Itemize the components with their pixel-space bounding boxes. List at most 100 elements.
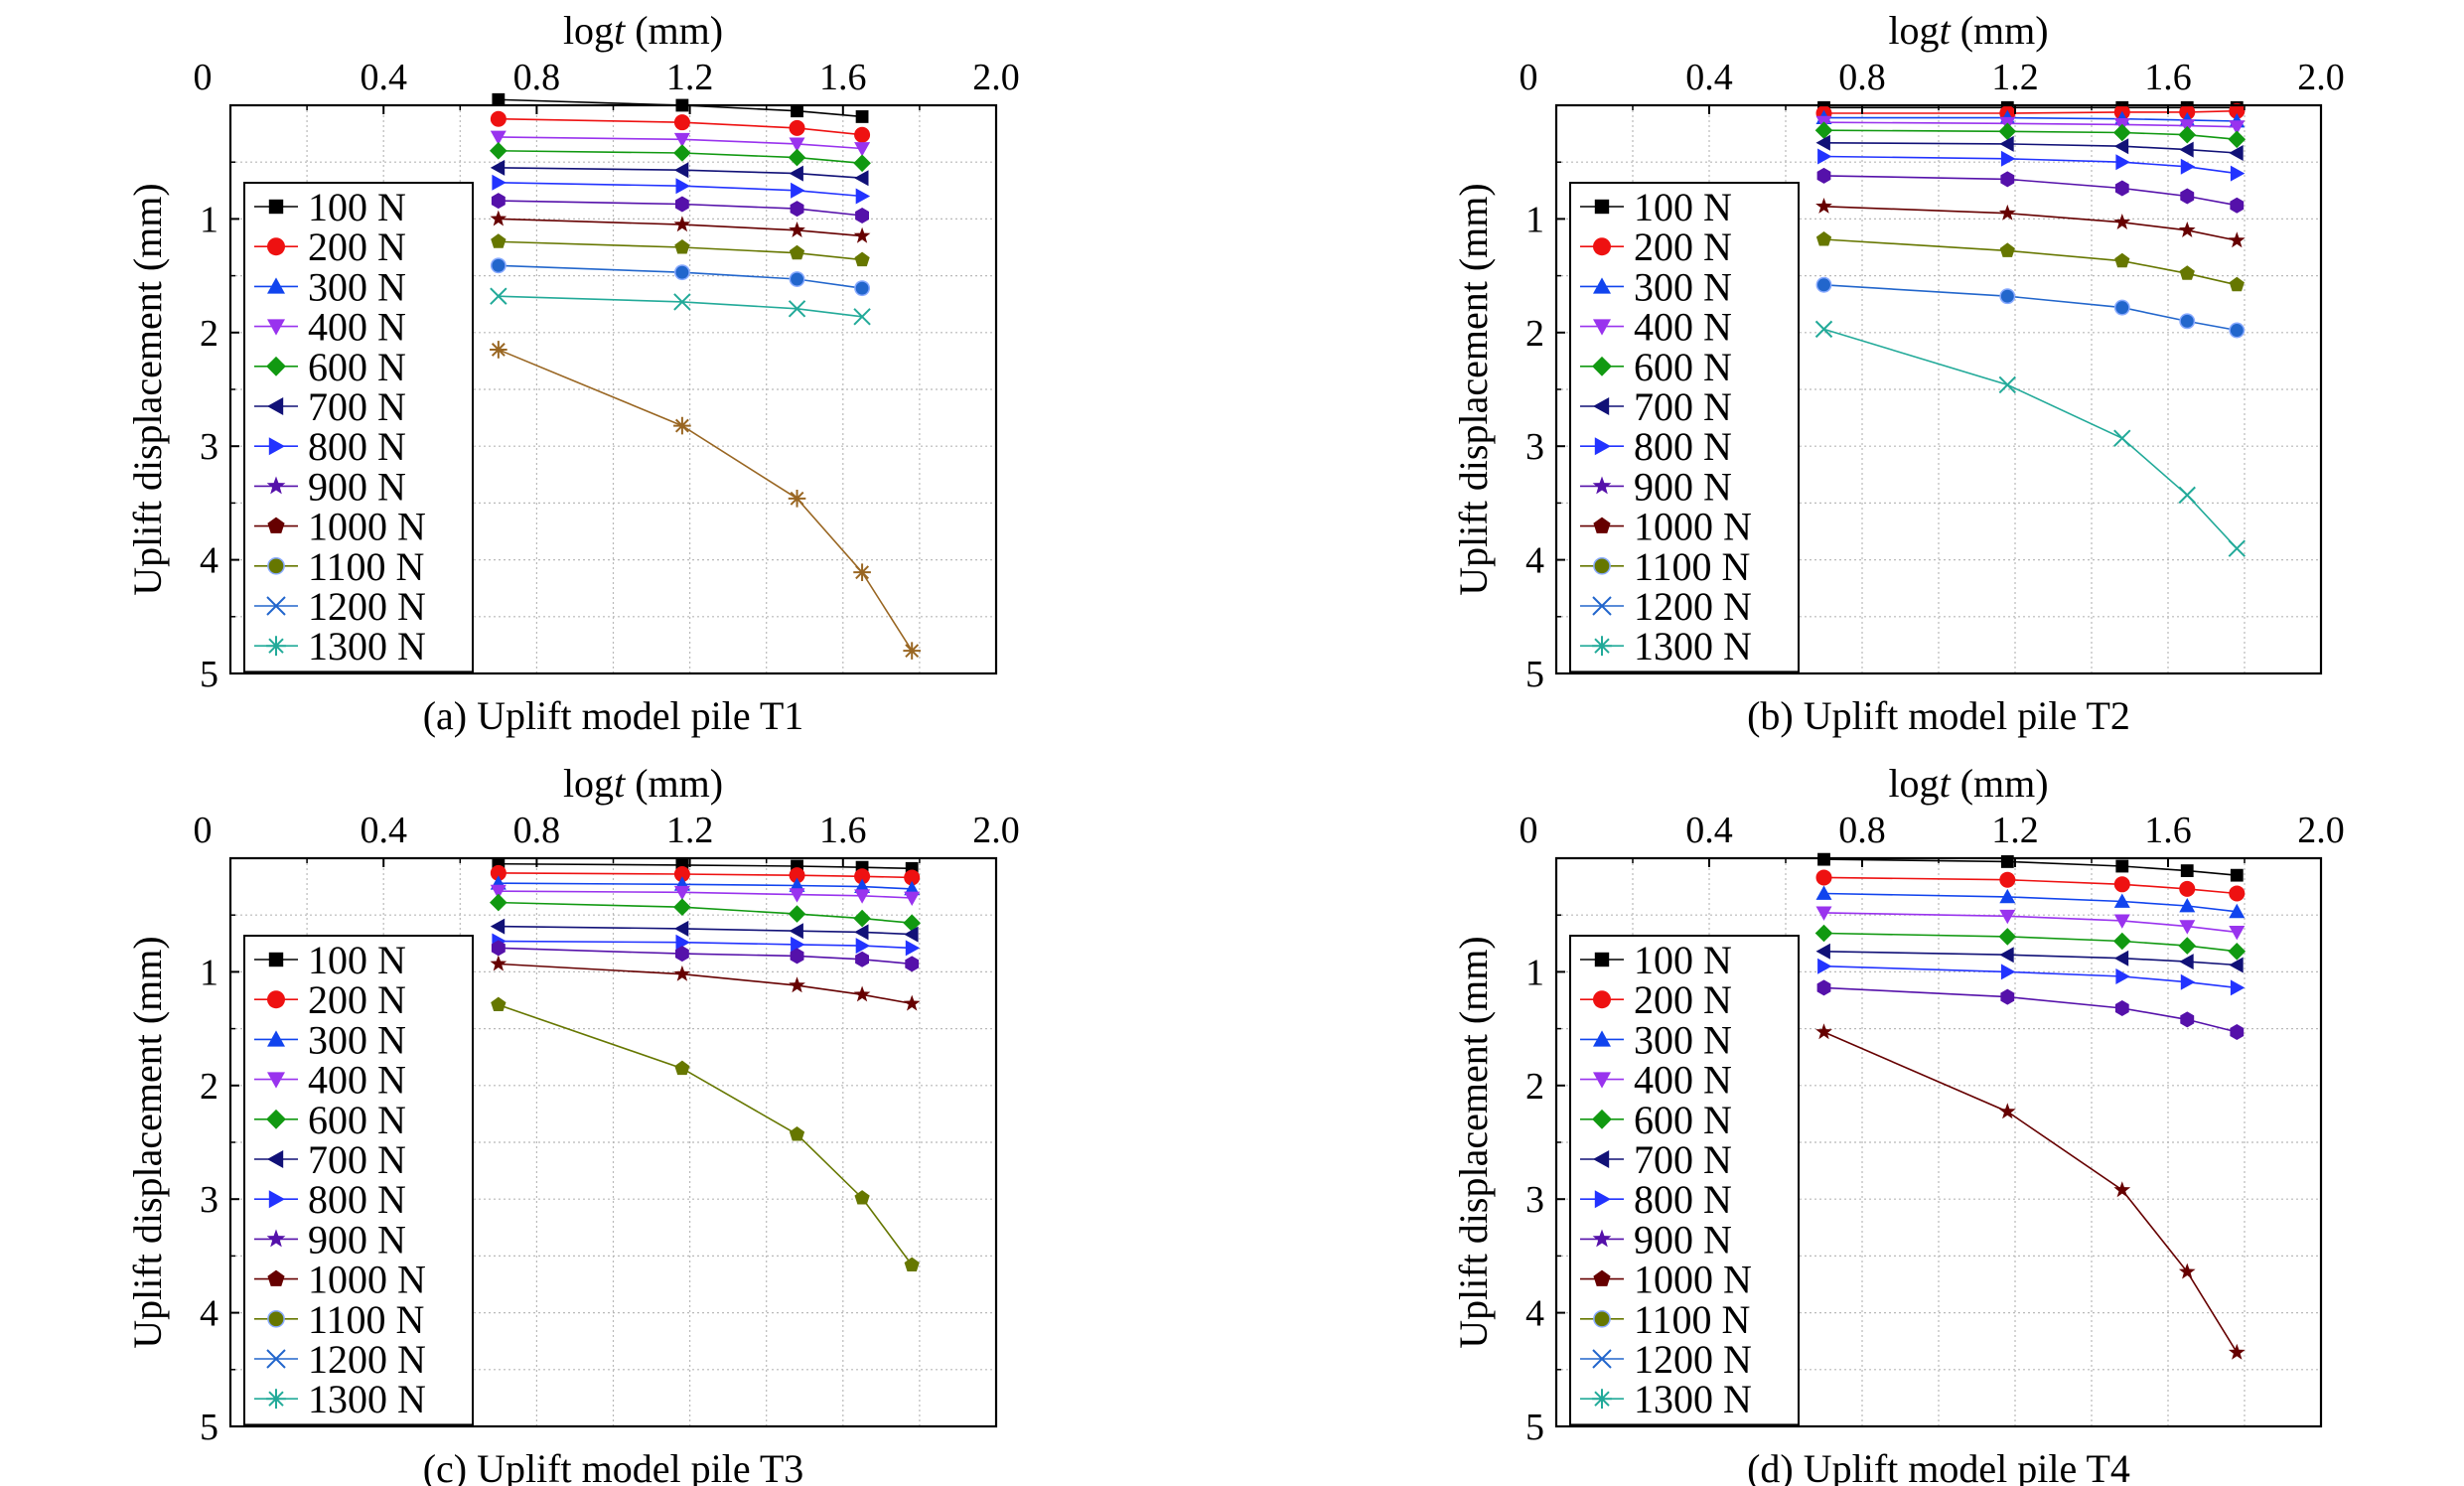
series-1200-n (1815, 276, 2246, 339)
series-700-n (492, 174, 871, 205)
data-point-600-n (2113, 932, 2131, 951)
data-point-700-n (490, 918, 506, 935)
data-point-800-n (675, 934, 690, 951)
data-point-600-n (1998, 122, 2017, 141)
chart-panel-1: 0 0.4 0.8 1.2 1.6 2.0 1 2 3 4 5 logt (mm) Uplift dis… (125, 8, 1020, 738)
legend-label: 100 N (308, 938, 406, 982)
series-1000-n (1815, 198, 2246, 248)
data-point-400-n (2179, 920, 2196, 935)
series-700-n (490, 918, 919, 943)
series-line-800-n (498, 200, 863, 217)
data-point-400-n (673, 885, 690, 901)
data-point-1000-n (674, 239, 690, 254)
data-point-1000-n (491, 233, 507, 248)
legend-item-1000-n: 1000 N (1580, 505, 1752, 549)
data-point-800-n (791, 936, 805, 953)
series-1300-n (491, 996, 920, 1271)
series-line-700-n (498, 182, 863, 198)
legend-item-1100-n: 1100 N (254, 544, 424, 589)
series-700-n (1815, 134, 2244, 161)
legend-label: 1000 N (1634, 1258, 1752, 1302)
x-axis-title: logt (mm) (563, 8, 723, 53)
y-tick-label: 4 (1525, 540, 1544, 582)
data-point-1000-n (490, 955, 507, 971)
series-line-400-n (498, 150, 863, 165)
data-point-800-n (2230, 165, 2246, 182)
data-point-1000-n (789, 976, 805, 993)
legend-item-300-n: 300 N (1580, 1017, 1732, 1062)
series-100-n (492, 92, 869, 123)
data-point-200-n (2179, 880, 2196, 897)
legend-item-800-n: 800 N (254, 424, 406, 469)
legend-label: 900 N (308, 1217, 406, 1262)
legend-item-600-n: 600 N (1580, 345, 1732, 389)
legend-item-200-n: 200 N (1580, 224, 1732, 269)
legend-marker (267, 1072, 285, 1089)
legend-marker (267, 1269, 285, 1286)
data-point-900-n (490, 210, 507, 226)
data-point-900-n (790, 948, 804, 965)
data-point-400-n (904, 891, 921, 906)
data-point-600-n (853, 909, 871, 928)
series-900-n (1816, 167, 2245, 214)
data-point-100-n (855, 110, 869, 123)
x-tick-label: 0 (1520, 810, 1538, 851)
data-point-300-n (2229, 903, 2246, 919)
legend-item-300-n: 300 N (1580, 264, 1732, 309)
data-point-100-n (492, 92, 506, 106)
legend-marker (268, 952, 284, 967)
data-point-800-n (905, 940, 921, 957)
data-point-1300-n (491, 996, 507, 1011)
data-point-800-n (855, 208, 869, 223)
legend-item-700-n: 700 N (254, 384, 406, 429)
legend-label: 400 N (1634, 1058, 1732, 1103)
data-point-600-n (2113, 123, 2131, 142)
legend-item-100-n: 100 N (1580, 185, 1732, 229)
data-point-900-n (905, 956, 920, 972)
series-600-n (1814, 121, 2247, 149)
data-point-1200-n (1999, 288, 2016, 305)
data-point-400-n (1815, 906, 1832, 921)
legend-marker (1592, 1229, 1612, 1248)
x-tick-label: 1.6 (2144, 57, 2192, 98)
data-point-400-n (789, 888, 805, 903)
y-tick-label: 2 (200, 313, 218, 355)
data-point-600-n (1814, 924, 1833, 943)
data-point-1100-n (789, 271, 805, 287)
data-point-200-n (673, 114, 690, 131)
data-point-900-n (1816, 979, 1831, 996)
legend-item-1200-n: 1200 N (254, 584, 426, 629)
data-point-1300-n (854, 1190, 870, 1205)
data-point-400-n (788, 148, 806, 167)
legend-item-1100-n: 1100 N (1580, 1297, 1750, 1342)
x-tick-label: 1.2 (666, 810, 714, 851)
legend-label: 1300 N (1634, 624, 1752, 669)
y-tick-label: 3 (1525, 426, 1544, 468)
y-tick-label: 3 (200, 426, 218, 468)
data-point-1000-n (2228, 1343, 2246, 1360)
data-point-800-n (2115, 154, 2130, 171)
legend-marker (1593, 1269, 1611, 1286)
data-point-900-n (491, 940, 506, 957)
legend-marker (266, 356, 286, 376)
data-point-400-n (853, 154, 871, 173)
y-tick-label: 3 (1525, 1179, 1544, 1221)
data-point-1200-n (673, 293, 691, 311)
data-point-100-n (2115, 859, 2129, 873)
data-point-800-n (2000, 964, 2016, 980)
legend-marker (1592, 1349, 1612, 1369)
legend-marker (1593, 319, 1611, 336)
legend-marker (1593, 397, 1610, 415)
legend-label: 1300 N (308, 624, 426, 669)
legend-item-200-n: 200 N (1580, 977, 1732, 1022)
data-point-100-n (2230, 868, 2244, 882)
legend-box (243, 935, 474, 1426)
legend-label: 300 N (308, 1017, 406, 1062)
data-point-1300-n (2228, 539, 2247, 557)
legend-marker (1593, 277, 1611, 294)
legend-label: 100 N (1634, 938, 1732, 982)
legend-label: 600 N (1634, 345, 1732, 389)
legend-label: 700 N (1634, 384, 1732, 429)
data-point-800-n (2180, 973, 2196, 990)
data-point-300-n (1815, 885, 1832, 900)
